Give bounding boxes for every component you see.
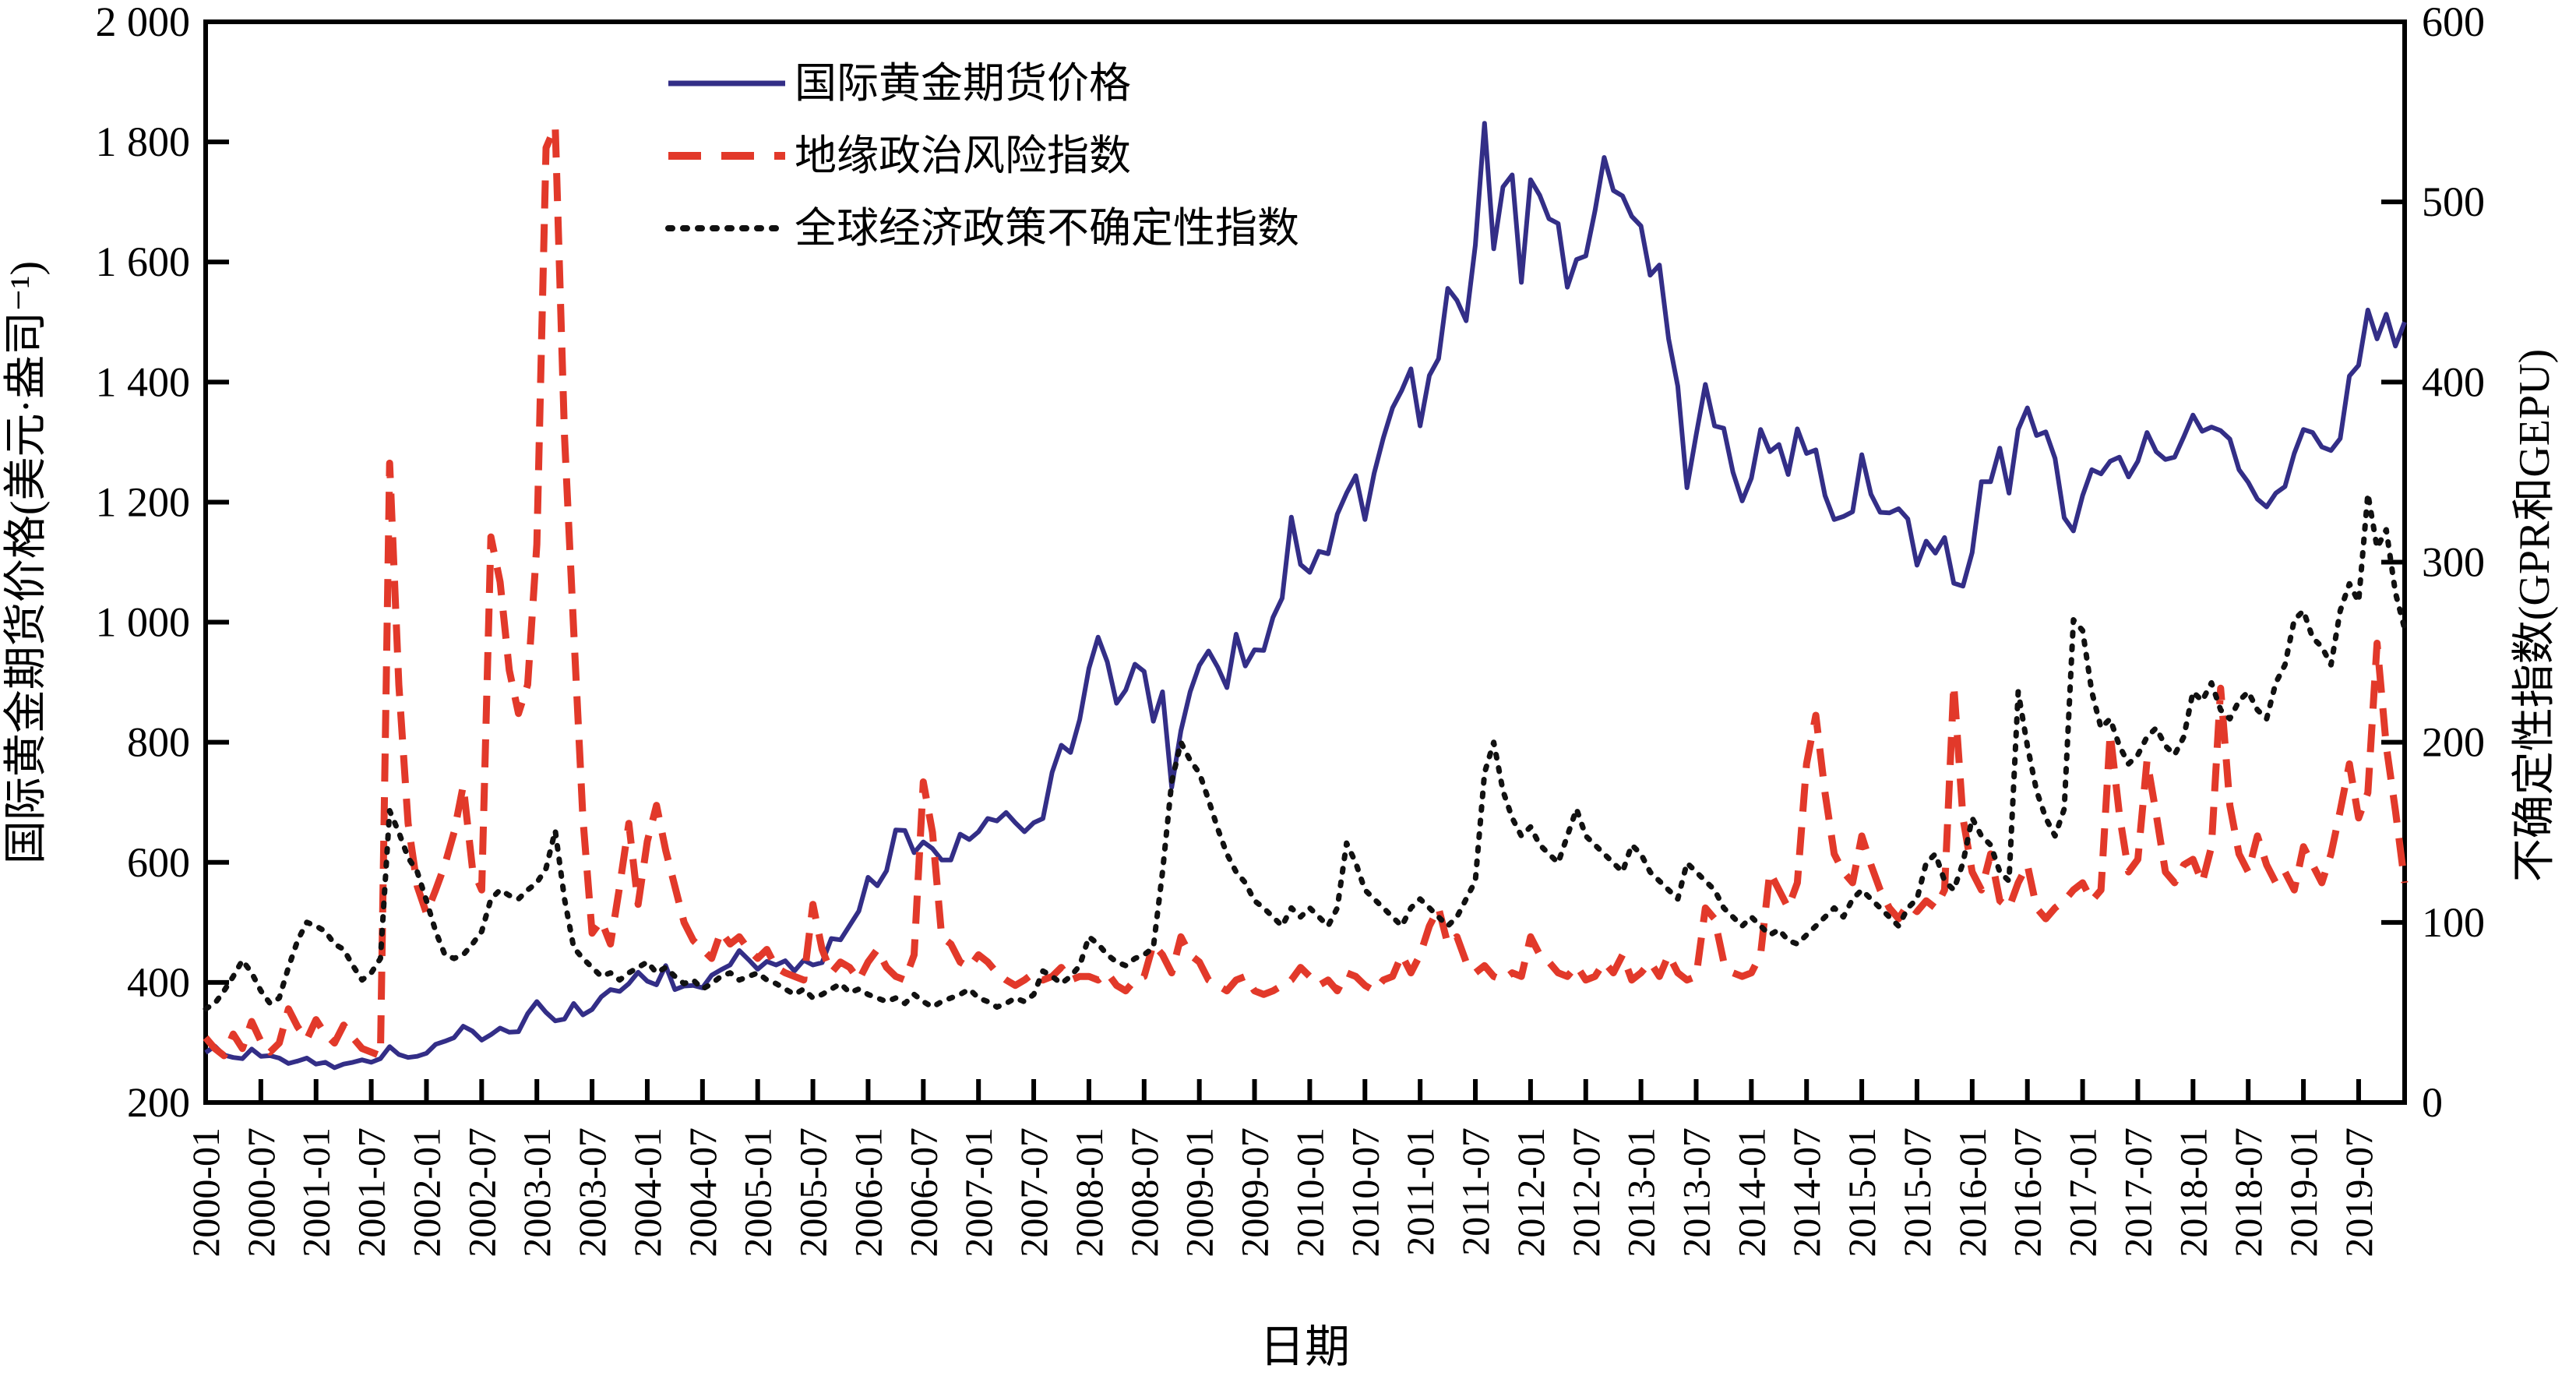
x-tick-label: 2009-07 [1233,1127,1277,1258]
x-tick-label: 2005-07 [791,1127,835,1258]
x-tick-label: 2014-07 [1785,1127,1828,1258]
x-tick-label: 2003-07 [570,1127,614,1258]
y-axis-right: 0 100 200 300 400 500 600 [2381,0,2485,1126]
y-left-tick-label: 2 000 [96,0,191,45]
x-axis-title: 日期 [1260,1321,1350,1372]
x-tick-label: 2015-01 [1840,1127,1884,1258]
y-right-tick-label: 200 [2422,719,2485,766]
y-left-tick-label: 400 [127,959,190,1006]
x-tick-label: 2006-01 [846,1127,890,1258]
y-right-tick-label: 0 [2422,1079,2443,1126]
x-tick-label: 2002-01 [404,1127,448,1258]
series-line-1 [203,122,2409,1060]
x-tick-label: 2015-07 [1895,1127,1939,1258]
series-line-2 [203,491,2408,1012]
y-left-tick-label: 1 000 [96,599,191,646]
x-tick-label: 2008-07 [1122,1127,1166,1258]
x-tick-label: 2013-01 [1619,1127,1663,1258]
x-tick-label: 2005-01 [736,1127,780,1258]
y-axis-title-left: 国际黄金期货价格(美元·盎司⁻¹) [2,261,51,864]
x-tick-label: 2001-07 [350,1127,393,1258]
x-tick-label: 2007-01 [957,1127,1000,1258]
x-tick-label: 2004-07 [681,1127,724,1258]
x-tick-label: 2011-07 [1454,1127,1497,1256]
legend-label: 全球经济政策不确定性指数 [795,205,1299,252]
x-tick-label: 2007-07 [1012,1127,1055,1258]
y-left-tick-label: 1 400 [96,358,191,405]
legend-item-2: 全球经济政策不确定性指数 [665,205,1299,252]
y-left-tick-label: 1 200 [96,478,191,525]
x-tick-label: 2002-07 [460,1127,503,1258]
x-tick-label: 2019-07 [2337,1127,2380,1258]
legend-label: 地缘政治风险指数 [795,132,1131,179]
x-tick-label: 2018-07 [2226,1127,2270,1258]
x-tick-label: 2014-01 [1729,1127,1773,1258]
x-tick-label: 2000-07 [239,1127,283,1258]
x-tick-label: 2016-01 [1951,1127,1994,1258]
x-tick-label: 2003-01 [515,1127,559,1258]
chart-content: 200 400 600 800 1 000 1 200 1 400 1 600 1 800 2 0… [96,0,2486,1258]
y-left-tick-label: 800 [127,719,190,766]
x-tick-label: 2000-01 [184,1127,227,1258]
y-axis-title-right: 不确定性指数(GPR和GEPU) [2511,349,2559,882]
y-left-tick-label: 200 [127,1079,190,1126]
x-tick-label: 2010-01 [1288,1127,1331,1258]
x-tick-label: 2012-07 [1564,1127,1608,1258]
y-right-tick-label: 400 [2422,358,2485,405]
x-tick-label: 2017-07 [2116,1127,2159,1258]
y-left-tick-label: 1 800 [96,118,191,165]
x-tick-label: 2006-07 [901,1127,945,1258]
x-tick-label: 2010-07 [1343,1127,1387,1258]
x-tick-label: 2019-01 [2282,1127,2325,1258]
x-tick-label: 2009-01 [1178,1127,1221,1258]
x-tick-label: 2004-01 [625,1127,669,1258]
legend-label: 国际黄金期货价格 [795,60,1131,107]
legend-item-1: 地缘政治风险指数 [668,132,1131,179]
y-left-tick-label: 600 [127,839,190,886]
plot-frame [203,19,2407,1105]
x-tick-label: 2016-07 [2006,1127,2049,1258]
y-right-tick-label: 100 [2422,899,2485,946]
x-tick-label: 2008-01 [1067,1127,1111,1258]
x-tick-label: 2017-01 [2061,1127,2105,1258]
y-axis-left: 200 400 600 800 1 000 1 200 1 400 1 600 1 800 2 0… [96,0,229,1126]
x-tick-label: 2011-01 [1398,1127,1442,1256]
x-axis: 2000-01 2000-07 2001-01 2001-07 2002-01 2002-… [184,1079,2380,1258]
x-tick-label: 2018-01 [2171,1127,2215,1258]
y-left-tick-label: 1 600 [96,238,191,285]
y-right-tick-label: 500 [2422,178,2485,225]
y-right-tick-label: 300 [2422,539,2485,586]
legend-item-0: 国际黄金期货价格 [668,60,1131,107]
x-tick-label: 2012-01 [1509,1127,1552,1258]
x-tick-label: 2001-01 [294,1127,338,1258]
y-right-tick-label: 600 [2422,0,2485,45]
series-line-0 [204,121,2407,1071]
x-tick-label: 2013-07 [1674,1127,1718,1258]
